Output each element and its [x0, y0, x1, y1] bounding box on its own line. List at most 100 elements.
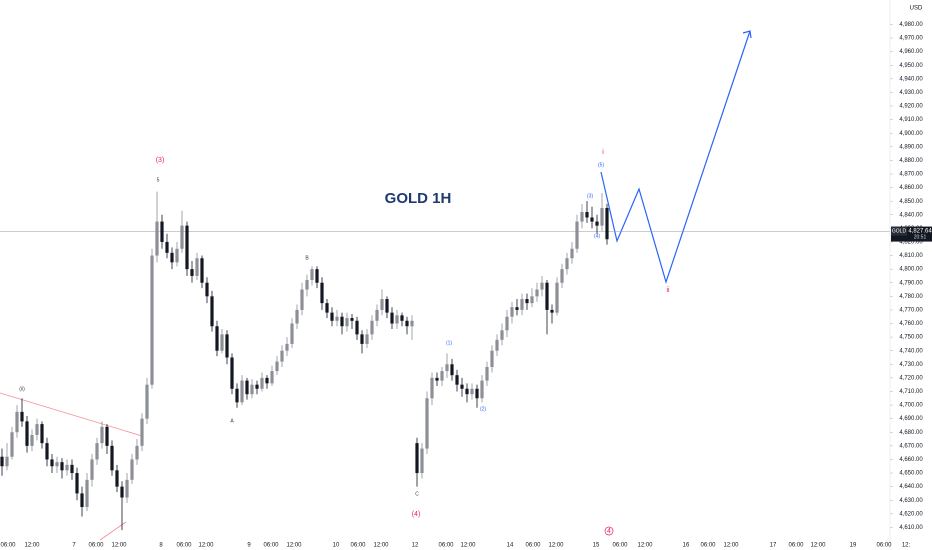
x-tick-label: 12:00: [111, 543, 127, 549]
candle-body: [600, 207, 604, 226]
wave-label: (4): [412, 511, 421, 518]
candle-body: [150, 255, 154, 385]
y-tick-label: 4,800.00: [899, 267, 923, 273]
y-tick-label: 4,940.00: [899, 76, 923, 82]
candle-body: [125, 479, 129, 498]
y-tick-label: 4,810.00: [899, 253, 923, 259]
candle-body: [335, 316, 339, 321]
x-tick-label: 12:00: [460, 543, 476, 549]
candle-body: [15, 411, 19, 433]
candle-body: [220, 334, 224, 351]
candle-body: [155, 221, 159, 256]
candle-body: [225, 334, 229, 358]
candle-body: [210, 296, 214, 327]
candle-body: [470, 388, 474, 395]
wave-label: (3): [156, 157, 165, 164]
wave-label: (ii): [19, 386, 25, 392]
y-tick-label: 4,750.00: [899, 335, 923, 341]
y-tick-label: 4,660.00: [899, 457, 923, 463]
x-tick-label: 06:00: [176, 543, 192, 549]
x-tick-label: 06:00: [700, 543, 716, 549]
y-tick-label: 4,850.00: [899, 199, 923, 205]
symbol-label: GOLD: [892, 228, 907, 234]
candle-body: [30, 434, 34, 446]
candle-body: [340, 316, 344, 327]
candle-body: [565, 258, 569, 270]
projection-arrowhead: [742, 30, 752, 39]
y-tick-label: 4,620.00: [899, 511, 923, 517]
candle-body: [50, 459, 54, 467]
x-tick-label: 12: [412, 543, 419, 549]
wave-label: B: [305, 255, 309, 261]
chart-title: GOLD 1H: [385, 190, 452, 207]
candle-body: [505, 316, 509, 331]
x-tick-label: 06:00: [788, 543, 804, 549]
candle-body: [275, 361, 279, 372]
y-tick-label: 4,730.00: [899, 362, 923, 368]
candle-body: [185, 225, 189, 270]
y-tick-label: 4,760.00: [899, 321, 923, 327]
candle-body: [195, 258, 199, 276]
candle-body: [285, 343, 289, 351]
candle-body: [555, 282, 559, 313]
symbol-badge: [891, 226, 907, 236]
candle-body: [415, 443, 419, 474]
candle-body: [105, 426, 109, 446]
y-tick-label: 4,970.00: [899, 36, 923, 42]
candle-body: [60, 462, 64, 471]
candle-body: [305, 280, 309, 290]
candle-body: [405, 320, 409, 327]
candle-body: [250, 384, 254, 395]
candle-body: [390, 312, 394, 324]
candle-body: [115, 470, 119, 487]
candle-body: [140, 418, 144, 446]
candle-body: [545, 282, 549, 310]
candle-body: [45, 443, 49, 460]
candle-body: [495, 339, 499, 351]
wave-label: (3): [587, 193, 593, 199]
y-tick-label: 4,790.00: [899, 280, 923, 286]
x-tick-label: 06:00: [88, 543, 104, 549]
y-tick-label: 4,610.00: [899, 525, 923, 531]
candle-body: [175, 248, 179, 263]
y-tick-label: 4,930.00: [899, 90, 923, 96]
candle-body: [95, 443, 99, 460]
candle-body: [180, 225, 184, 249]
candle-body: [365, 334, 369, 344]
candle-body: [380, 299, 384, 310]
y-tick-label: 4,690.00: [899, 416, 923, 422]
candle-body: [145, 384, 149, 419]
candle-body: [595, 221, 599, 226]
wave-label: 5: [157, 177, 160, 183]
y-tick-label: 4,840.00: [899, 212, 923, 218]
y-tick-label: 4,630.00: [899, 498, 923, 504]
wave-label: (2): [480, 406, 486, 412]
y-tick-label: 4,670.00: [899, 443, 923, 449]
x-tick-label: 12:00: [637, 543, 653, 549]
candle-body: [130, 459, 134, 480]
x-tick-label: 12:00: [548, 543, 564, 549]
currency-label: USD: [910, 6, 923, 12]
candle-body: [10, 432, 14, 457]
candle-body: [590, 217, 594, 222]
candle-body: [485, 367, 489, 381]
candle-body: [480, 380, 484, 399]
x-tick-label: 12:00: [810, 543, 826, 549]
candle-body: [270, 371, 274, 384]
wave-label: (5): [598, 162, 604, 168]
candle-body: [70, 464, 74, 474]
candle-body: [110, 445, 114, 471]
candle-body: [215, 326, 219, 351]
candle-body: [585, 212, 589, 218]
candle-body: [525, 299, 529, 304]
price-label: 4,827.64: [908, 229, 932, 235]
candle-body: [560, 269, 564, 283]
wave-label: (4): [594, 233, 600, 239]
candle-body: [430, 377, 434, 399]
candle-body: [370, 320, 374, 335]
candle-body: [310, 269, 314, 281]
candle-body: [550, 309, 554, 313]
candle-body: [435, 377, 439, 381]
x-tick-label: 10: [333, 543, 340, 549]
